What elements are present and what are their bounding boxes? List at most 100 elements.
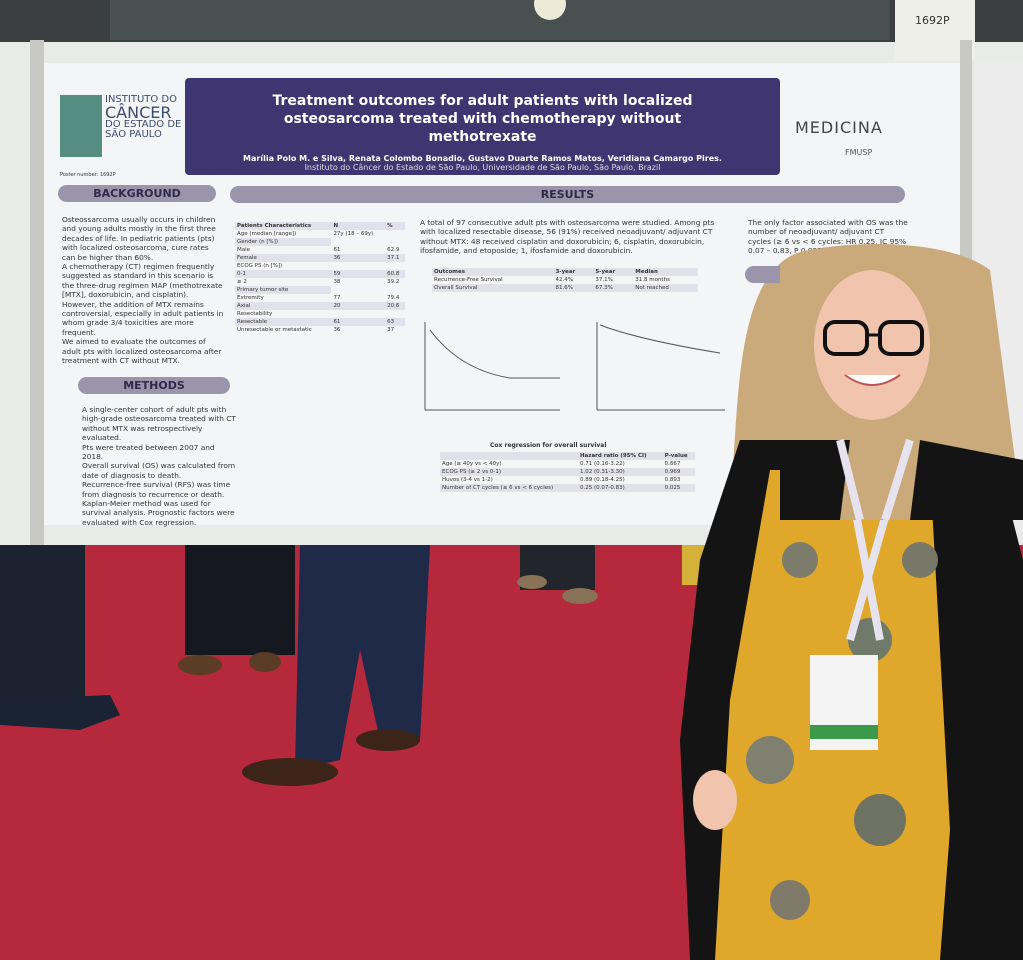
- cell: 42.4%: [555, 277, 573, 283]
- cell: 79.4: [387, 295, 400, 301]
- cell: 67.3%: [593, 284, 634, 292]
- cell: Extremity: [237, 295, 264, 301]
- cox-title: Cox regression for overall survival: [490, 442, 607, 449]
- cell: Unresectable or metastatic: [237, 327, 312, 333]
- cell: Not reached: [633, 284, 698, 292]
- header-cell: %: [385, 222, 405, 230]
- cell: 0.71 (0.16-3.22): [579, 461, 625, 467]
- table-row: Female 36 37.1: [235, 254, 405, 262]
- logo-right: MEDICINA: [795, 118, 883, 137]
- cell: 37.1%: [595, 277, 613, 283]
- paragraph: Overall survival (OS) was calculated fro…: [82, 461, 236, 480]
- section-heading: RESULTS: [230, 186, 905, 203]
- cell: 63: [385, 318, 405, 326]
- cell: 61: [333, 247, 341, 253]
- paragraph: Osteossarcoma usually occurs in children…: [62, 215, 216, 262]
- cell: Gender (n [%]): [235, 238, 332, 246]
- table: Patients Characteristics N% Age (median [r…: [235, 222, 405, 334]
- logo-line: SÃO PAULO: [105, 129, 162, 140]
- header-cell: Median: [633, 268, 698, 276]
- poster-title: Treatment outcomes for adult patients wi…: [272, 93, 693, 145]
- header-cell: P-value: [662, 452, 695, 460]
- cell: 0-1: [235, 270, 332, 278]
- results-text: A total of 97 consecutive adult pts with…: [420, 218, 715, 256]
- logo-line: CÂNCER: [105, 103, 172, 122]
- cell: ECOG PS (n [%]): [237, 263, 283, 269]
- cell: 20.6: [385, 302, 405, 310]
- poster-number: Poster number: 1692P: [60, 172, 116, 178]
- cell: 31.8 months: [635, 277, 670, 283]
- table-row: Overall Survival 81.6% 67.3% Not reached: [432, 284, 698, 292]
- cell: Recurrence-Free Survival: [434, 277, 503, 283]
- affiliation: Instituto do Câncer do Estado de São Pau…: [304, 163, 661, 172]
- cell: 37.1: [385, 254, 405, 262]
- table-row: Age (≥ 40y vs < 40y) 0.71 (0.16-3.22) 0.66…: [440, 460, 695, 468]
- person-overlap: [780, 244, 1023, 520]
- cell: 62.9: [387, 247, 400, 253]
- logo-line: INSTITUTO DO: [105, 94, 177, 105]
- cell: Primary tumor site: [235, 286, 332, 294]
- paragraph: We aimed to evaluate the outcomes of adu…: [62, 337, 222, 366]
- table-header: Patients Characteristics N%: [235, 222, 405, 230]
- cell: Overall Survival: [432, 284, 554, 292]
- cell: Male: [237, 247, 251, 253]
- cell: 36: [333, 327, 341, 333]
- characteristics-table: Patients Characteristics N% Age (median [r…: [235, 222, 405, 334]
- header-cell: N: [331, 222, 386, 230]
- table-row: Number of CT cycles (≥ 6 vs < 6 cycles) 0…: [440, 484, 695, 492]
- title-banner: Treatment outcomes for adult patients wi…: [185, 78, 780, 175]
- table-row: Primary tumor site: [235, 286, 405, 294]
- table-row: Age (median [range]) 27y (18 – 69y): [235, 230, 405, 238]
- background-text: Osteossarcoma usually occurs in children…: [62, 215, 224, 366]
- table-header: Outcomes 3-year 5-year Median: [432, 268, 698, 276]
- cell: 0.25 (0.07-0.83): [577, 484, 663, 492]
- section-heading: BACKGROUND: [58, 185, 216, 202]
- cell: Age (≥ 40y vs < 40y): [442, 461, 502, 467]
- table-row: ECOG PS (≥ 2 vs 0-1) 1.02 (0.31-3.30) 0.96…: [440, 468, 695, 476]
- cell: 36: [331, 254, 386, 262]
- cell: ECOG PS (≥ 2 vs 0-1): [440, 468, 578, 476]
- logo-right-sub: FMUSP: [845, 148, 873, 157]
- table-row: ECOG PS (n [%]): [235, 262, 405, 270]
- cell: Number of CT cycles (≥ 6 vs < 6 cycles): [440, 484, 578, 492]
- cell: ≥ 2: [237, 279, 247, 285]
- cell: 38: [333, 279, 341, 285]
- cell: 20: [331, 302, 386, 310]
- cell: Huvos (3-4 vs 1-2): [442, 477, 493, 483]
- header-cell: [440, 452, 578, 460]
- cell: Axial: [235, 302, 332, 310]
- table-row: Male 61 62.9: [235, 246, 405, 254]
- logo-left: INSTITUTO DO CÂNCER DO ESTADO DE SÃO PAU…: [105, 95, 181, 140]
- cell: 0.667: [664, 461, 681, 467]
- methods-text: A single-center cohort of adult pts with…: [82, 405, 237, 527]
- table-row: Huvos (3-4 vs 1-2) 0.89 (0.18-4.25) 0.893: [440, 476, 695, 484]
- table-row: Unresectable or metastatic 36 37: [235, 326, 405, 334]
- cell: 1.02 (0.31-3.30): [577, 468, 663, 476]
- paragraph: Pts were treated between 2007 and 2018.: [82, 442, 215, 462]
- table-row: Resectability: [235, 310, 405, 318]
- cell: Resectable: [235, 318, 332, 326]
- table-row: Gender (n [%]): [235, 238, 405, 246]
- cox-table: Hazard ratio (95% CI) P-value Age (≥ 40y v…: [440, 452, 695, 492]
- cell: 81.6%: [553, 284, 594, 292]
- cell: Female: [235, 254, 332, 262]
- table-row: Recurrence-Free Survival 42.4% 37.1% 31.8 m…: [432, 276, 698, 284]
- cell: 27y (18 – 69y): [333, 231, 374, 237]
- cell: Age (median [range]): [237, 231, 297, 237]
- table: Hazard ratio (95% CI) P-value Age (≥ 40y v…: [440, 452, 695, 492]
- cell: 0.969: [662, 468, 695, 476]
- cell: 61: [331, 318, 386, 326]
- cell: Resectability: [237, 311, 273, 317]
- section-heading: METHODS: [78, 377, 230, 394]
- table: Outcomes 3-year 5-year Median Recurrence-Fre…: [432, 268, 698, 292]
- table-row: 0-1 59 60.8: [235, 270, 405, 278]
- paragraph: Recurrence-free survival (RFS) was time …: [82, 480, 231, 499]
- cell: 37: [387, 327, 395, 333]
- header-cell: 5-year: [593, 268, 634, 276]
- table-row: Extremity 77 79.4: [235, 294, 405, 302]
- paragraph: A chemotherapy (CT) regimen frequently s…: [62, 262, 224, 337]
- table-row: ≥ 2 38 39.2: [235, 278, 405, 286]
- paragraph: A single-center cohort of adult pts with…: [82, 405, 236, 443]
- table-row: Resectable 61 63: [235, 318, 405, 326]
